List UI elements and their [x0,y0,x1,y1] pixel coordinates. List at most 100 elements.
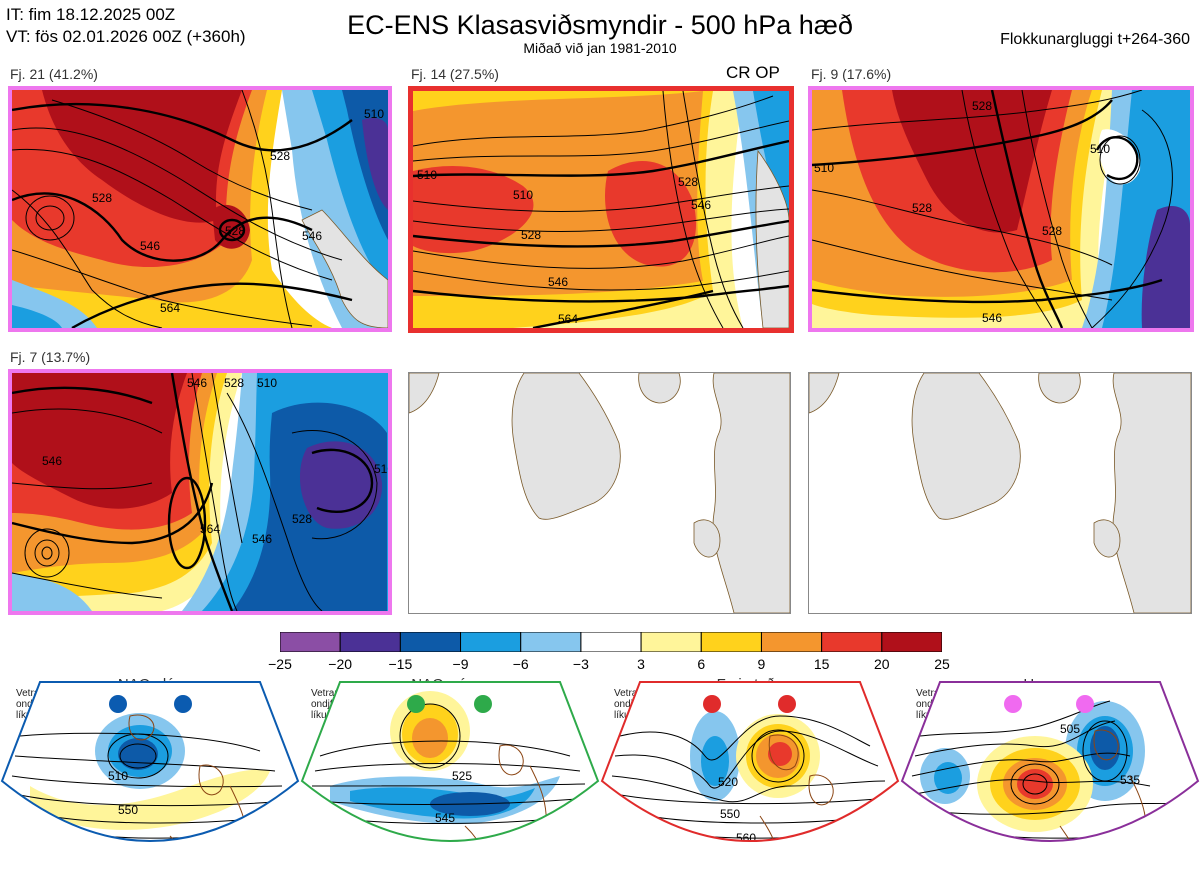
regime-map-ridge: 505 535 560 [900,681,1200,842]
contour-label: 546 [548,275,568,289]
cluster-map-2: 510 510 528 528 546 546 564 [413,91,789,328]
regime-map-blocking: 520 550 560 [600,681,900,842]
cluster-panel-1: 528 510 528 546 528 546 564 [8,86,392,332]
contour-label: 525 [452,769,472,783]
base-map-6 [809,373,1191,613]
regime-map-nao-plus: 510 550 [0,681,300,842]
contour-label: 510 [108,769,128,783]
classification-window: Flokkunargluggi t+264-360 [1000,31,1190,48]
colorbar-box [821,631,883,653]
contour-label: 546 [982,311,1002,325]
colorbar-box [580,631,642,653]
colorbar-tick: −15 [388,656,413,672]
page-subtitle: Miðað við jan 1981-2010 [523,40,677,56]
colorbar-tick: 6 [697,656,706,672]
regime-marker-dot [109,695,127,713]
contour-label: 528 [912,201,932,215]
contour-label: 510 [417,168,437,182]
regime-blocking: Fyrirstaða Vetrarmisseri ondjfma líkur 2… [600,676,900,871]
colorbar-box [279,631,341,653]
regime-marker-dot [778,695,796,713]
colorbar-tick: −25 [268,656,292,672]
contour-label: 510 [814,161,834,175]
contour-label: 550 [118,803,138,817]
colorbar-tick: 9 [757,656,766,672]
regime-marker-dot [1076,695,1094,713]
regime-map-nao-minus: 525 545 565 [300,681,600,842]
colorbar-tick: −3 [572,656,589,672]
contour-label: 528 [521,228,541,242]
contour-label: 564 [160,301,180,315]
colorbar-box [460,631,522,653]
colorbar-labels: −25 −20 −15 −9 −6 −3 3 6 9 15 20 25 [268,656,950,674]
colorbar-box [700,631,762,653]
contour-label: 528 [972,99,992,113]
colorbar-tick: 15 [813,656,830,672]
panel-4-label: Fj. 7 (13.7%) [10,349,91,365]
contour-label: 545 [435,811,455,825]
contour-label: 510 [513,188,533,202]
colorbar-tick: −6 [512,656,529,672]
contour-label: 546 [187,376,207,390]
colorbar-box [881,631,943,653]
contour-label: 535 [1120,773,1140,787]
cluster-panel-2: 510 510 528 528 546 546 564 [408,86,794,333]
contour-label: 510 [1090,142,1110,156]
valid-time: VT: fös 02.01.2026 00Z (+360h) [6,27,246,46]
regime-marker-dot [474,695,492,713]
regime-nao-plus: NAO plús Vetrarmisseri ondjfma líkur 32,… [0,676,300,871]
colorbar [279,631,943,653]
contour-label: 546 [42,454,62,468]
contour-label: 564 [558,312,578,326]
empty-panel-6 [808,372,1192,614]
colorbar-tick: 3 [637,656,645,672]
operational-tag: CR OP [726,63,780,82]
colorbar-box [339,631,401,653]
contour-label: 564 [200,522,220,536]
contour-label: 510 [257,376,277,390]
regime-marker-dot [407,695,425,713]
regime-nao-minus: NAO mínus Vetrarmisseri ondjfma líkur 21… [300,676,600,871]
cluster-map-1: 528 510 528 546 528 546 564 [12,90,388,328]
regime-ridge: Hryggur Vetrarmisseri ondjfma líkur 20,2… [900,676,1200,871]
colorbar-box [399,631,462,653]
regime-marker-dot [703,695,721,713]
empty-panel-5 [408,372,791,614]
contour-label: 528 [292,512,312,526]
panel-1-label: Fj. 21 (41.2%) [10,66,98,82]
cluster-map-3: 528 510 510 528 528 546 [812,90,1190,328]
colorbar-box [520,631,582,653]
cluster-panel-3: 528 510 510 528 528 546 [808,86,1194,332]
contour-label: 510 [364,107,384,121]
header-info: IT: fim 18.12.2025 00Z VT: fös 02.01.202… [6,4,246,48]
regime-marker-dot [1004,695,1022,713]
colorbar-tick: 25 [934,656,950,672]
contour-label: 546 [252,532,272,546]
contour-label: 546 [302,229,322,243]
contour-label: 510 [374,462,388,476]
colorbar-tick: 20 [874,656,890,672]
colorbar-box [760,631,823,653]
cluster-map-4: 546 528 510 546 564 546 528 510 [12,373,388,611]
colorbar-boxes [279,631,943,653]
panel-2-label: Fj. 14 (27.5%) [411,66,499,82]
page-title: EC-ENS Klasasviðsmyndir - 500 hPa hæð [347,10,853,40]
contour-label: 528 [224,376,244,390]
contour-label: 528 [1042,224,1062,238]
regime-marker-dot [174,695,192,713]
contour-label: 528 [225,224,245,238]
note-line: ondjfma [311,699,347,710]
contour-label: 520 [718,775,738,789]
colorbar-tick: −20 [328,656,353,672]
contour-label: 505 [1060,722,1080,736]
colorbar-box [640,631,702,653]
colorbar-tick: −9 [452,656,469,672]
contour-label: 528 [270,149,290,163]
cluster-panel-4: 546 528 510 546 564 546 528 510 [8,369,392,615]
contour-label: 528 [678,175,698,189]
panel-3-label: Fj. 9 (17.6%) [811,66,892,82]
contour-label: 546 [691,198,711,212]
contour-label: 546 [140,239,160,253]
initial-time: IT: fim 18.12.2025 00Z [6,5,176,24]
contour-label: 528 [92,191,112,205]
